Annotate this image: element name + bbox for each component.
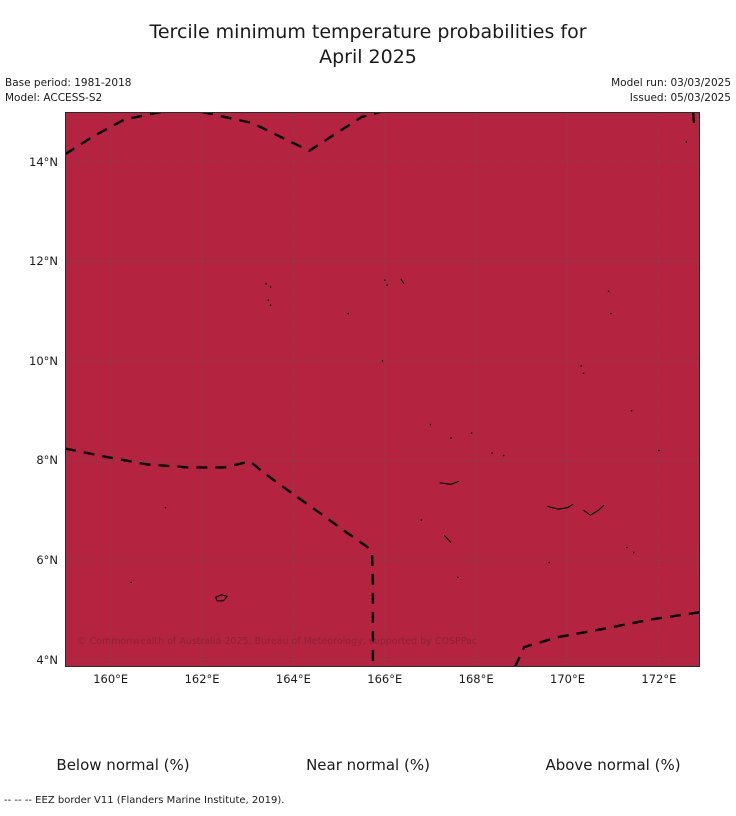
colorbar-below-normal-bar[interactable] (4, 697, 242, 735)
x-tick-168°E: 168°E (458, 672, 494, 686)
eez-footnote: -- -- -- EEZ border V11 (Flanders Marine… (4, 795, 285, 806)
colorbar-above-normal-bar[interactable] (494, 697, 732, 735)
map-island-outlines (130, 141, 688, 602)
x-tick-162°E: 162°E (184, 672, 220, 686)
model-run-text: Model run: 03/03/2025 (611, 77, 731, 89)
metadata-left: Base period: 1981-2018 Model: ACCESS-S2 (5, 76, 131, 106)
x-tick-172°E: 172°E (641, 672, 677, 686)
x-tick-164°E: 164°E (275, 672, 311, 686)
x-tick-160°E: 160°E (93, 672, 129, 686)
page-title-line-1: Tercile minimum temperature probabilitie… (149, 21, 587, 43)
colorbar-above-normal-label: Above normal (%) (545, 756, 681, 774)
map-plot-area[interactable]: © Commonwealth of Australia 2025, Bureau… (65, 112, 700, 667)
page-title: Tercile minimum temperature probabilitie… (0, 20, 736, 70)
colorbar-near-normal[interactable]: Near normal (%) (249, 697, 487, 774)
colorbar-near-normal-label: Near normal (%) (306, 756, 430, 774)
metadata-right: Model run: 03/03/2025 Issued: 05/03/2025 (611, 76, 731, 106)
base-period-text: Base period: 1981-2018 (5, 77, 132, 89)
colorbar-near-normal-ticks (249, 736, 487, 753)
colorbar-above-normal[interactable]: Above normal (%) (494, 697, 732, 774)
eez-border-line (65, 112, 700, 667)
colorbar-below-normal[interactable]: Below normal (%) (4, 697, 242, 774)
y-tick-4°N: 4°N (36, 652, 58, 667)
colorbar-below-normal-label: Below normal (%) (56, 756, 190, 774)
y-tick-8°N: 8°N (36, 453, 58, 468)
y-tick-10°N: 10°N (29, 353, 58, 368)
colorbar-below-normal-ticks (4, 736, 242, 753)
map-canvas: © Commonwealth of Australia 2025, Bureau… (65, 112, 700, 667)
x-tick-170°E: 170°E (550, 672, 585, 686)
y-tick-12°N: 12°N (29, 254, 58, 269)
page-title-line-2: April 2025 (319, 46, 417, 68)
x-tick-166°E: 166°E (367, 672, 403, 686)
copyright-text: © Commonwealth of Australia 2025, Bureau… (77, 636, 478, 647)
model-text: Model: ACCESS-S2 (5, 92, 103, 104)
colorbar-near-normal-bar[interactable] (249, 697, 487, 735)
issued-text: Issued: 05/03/2025 (629, 92, 731, 104)
y-tick-6°N: 6°N (36, 552, 58, 567)
y-tick-14°N: 14°N (29, 154, 58, 169)
colorbar-above-normal-ticks (494, 736, 732, 753)
